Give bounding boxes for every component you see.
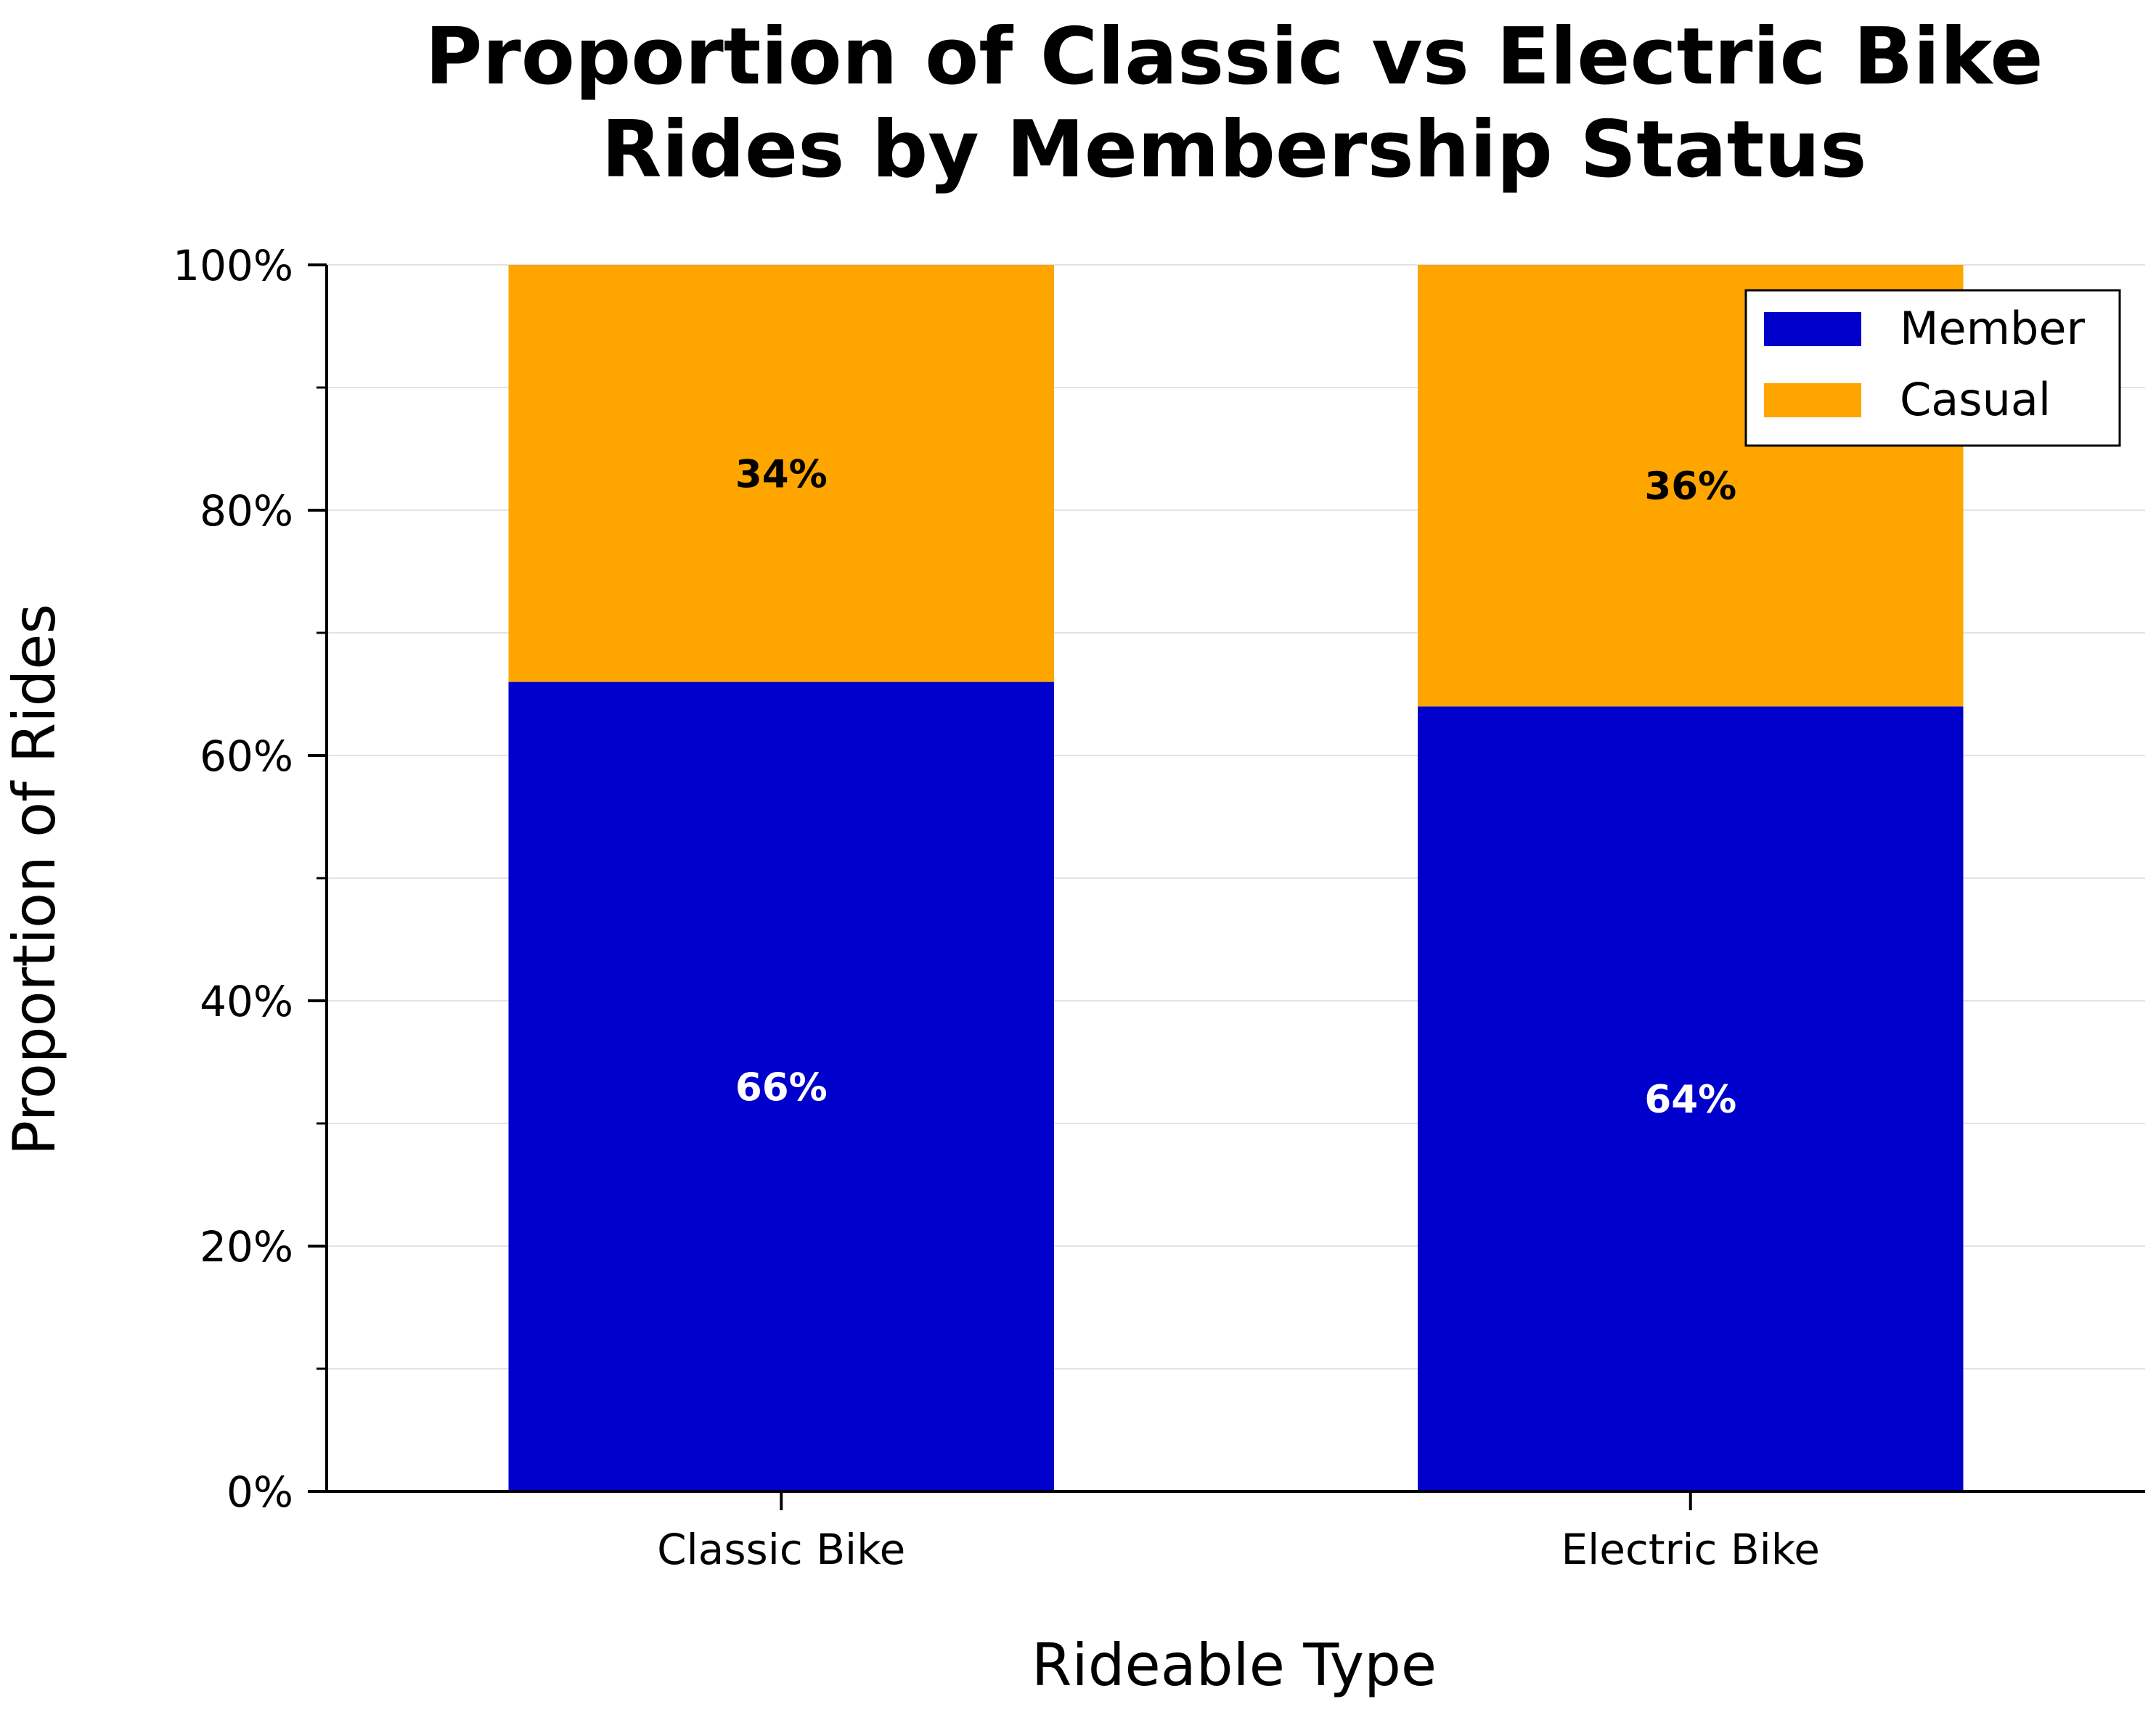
ticks: 0% 20% 40% 60% 80% 100% Classic Bike Electric B…	[173, 241, 1820, 1574]
y-tick-label: 40%	[200, 977, 293, 1026]
x-tick-label: Electric Bike	[1561, 1525, 1820, 1574]
legend: Member Casual	[1744, 289, 2121, 447]
bar-member-classic-bike	[508, 681, 1054, 1491]
y-tick-label: 0%	[226, 1467, 293, 1517]
bar-member-electric-bike	[1418, 706, 1964, 1491]
legend-label-member: Member	[1900, 302, 2086, 355]
legend-swatch-casual	[1764, 383, 1861, 417]
bars	[508, 265, 1964, 1491]
x-tick-label: Classic Bike	[657, 1525, 905, 1574]
y-tick-label: 80%	[200, 486, 293, 536]
x-axis-label: Rideable Type	[1032, 1631, 1437, 1699]
y-tick-label: 20%	[200, 1222, 293, 1271]
bar-label-casual: 34%	[735, 452, 828, 496]
legend-swatch-member	[1764, 312, 1861, 346]
chart-title-line-2: Rides by Membership Status	[601, 105, 1866, 195]
y-tick-label: 100%	[173, 241, 293, 290]
bar-labels: 66% 34% 64% 36%	[735, 452, 1736, 1122]
bar-label-member: 66%	[735, 1065, 828, 1110]
bar-casual-classic-bike	[508, 265, 1054, 682]
y-axis-label: Proportion of Rides	[1, 604, 68, 1155]
chart-title-line-1: Proportion of Classic vs Electric Bike	[425, 12, 2043, 102]
y-tick-label: 60%	[200, 732, 293, 781]
bar-label-casual: 36%	[1644, 464, 1736, 509]
bar-label-member: 64%	[1644, 1078, 1736, 1122]
legend-label-casual: Casual	[1900, 373, 2051, 426]
